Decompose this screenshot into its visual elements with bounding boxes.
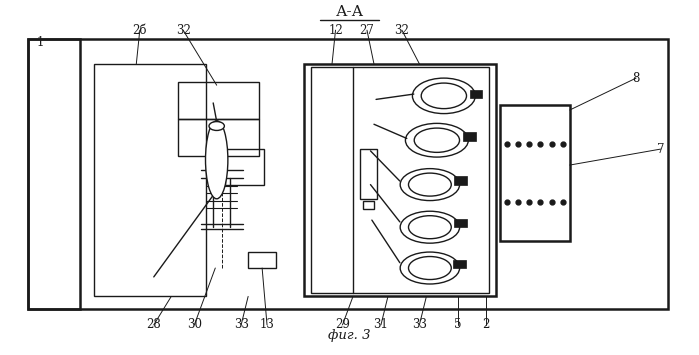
Ellipse shape (408, 173, 452, 196)
Text: 13: 13 (259, 318, 275, 331)
Bar (225, 149, 264, 185)
Bar (28, 39, 668, 309)
Text: 8: 8 (633, 72, 640, 84)
Text: 12: 12 (328, 24, 343, 37)
Text: фиг. 3: фиг. 3 (329, 329, 370, 342)
Bar (500, 105, 570, 241)
Bar (178, 82, 259, 119)
Text: 5: 5 (454, 318, 461, 331)
Bar (470, 90, 482, 98)
Ellipse shape (408, 257, 452, 279)
Bar (28, 39, 80, 309)
Ellipse shape (415, 128, 459, 152)
Bar (363, 201, 374, 209)
Ellipse shape (209, 121, 224, 130)
Text: 28: 28 (146, 318, 161, 331)
Text: 2: 2 (482, 318, 489, 331)
Text: 29: 29 (335, 318, 350, 331)
Bar (248, 252, 276, 268)
Bar (453, 260, 466, 268)
Text: 31: 31 (373, 318, 389, 331)
Text: 2б: 2б (133, 24, 147, 37)
Bar (304, 64, 496, 296)
Text: 33: 33 (233, 318, 249, 331)
Text: 27: 27 (359, 24, 375, 37)
Bar (463, 132, 476, 141)
Bar (311, 67, 489, 293)
Text: А-А: А-А (336, 5, 363, 20)
Text: 7: 7 (657, 143, 664, 155)
Text: 32: 32 (394, 24, 410, 37)
Text: 33: 33 (412, 318, 427, 331)
Bar (178, 119, 259, 156)
Text: 32: 32 (175, 24, 191, 37)
Ellipse shape (421, 83, 466, 109)
Bar (454, 176, 467, 185)
Bar (454, 219, 467, 227)
Ellipse shape (408, 216, 452, 239)
Ellipse shape (206, 121, 228, 199)
Text: 1: 1 (36, 36, 43, 49)
Text: 30: 30 (187, 318, 202, 331)
Bar (360, 149, 377, 199)
Bar (94, 64, 206, 296)
